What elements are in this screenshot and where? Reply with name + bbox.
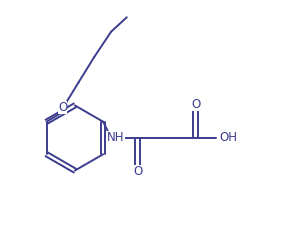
Text: OH: OH [220, 131, 238, 144]
Text: O: O [58, 101, 67, 114]
Text: O: O [133, 165, 142, 178]
Text: NH: NH [107, 131, 125, 144]
Text: O: O [191, 98, 200, 111]
